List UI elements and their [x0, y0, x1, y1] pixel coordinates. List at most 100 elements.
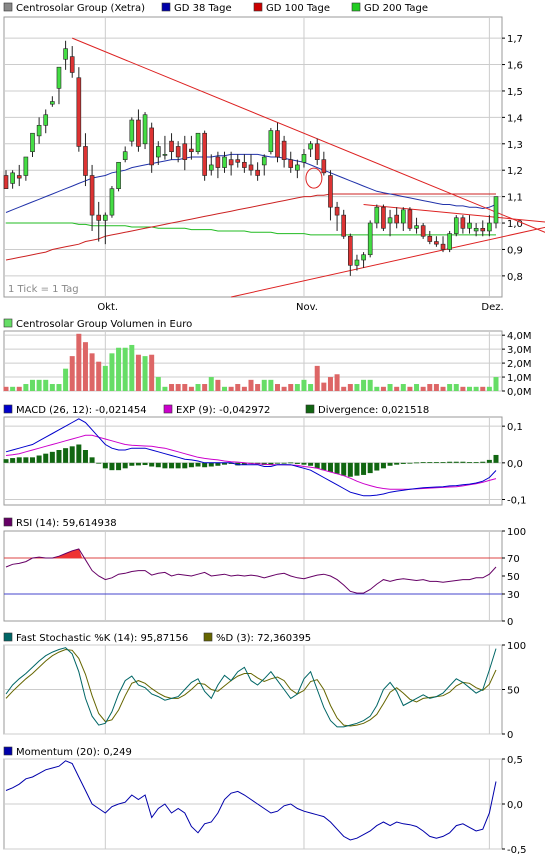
candle-body: [129, 119, 135, 142]
candle-body: [261, 156, 267, 166]
candle-body: [122, 151, 128, 160]
candle-body: [295, 164, 300, 171]
candle-body: [367, 222, 373, 256]
y-tick-label: 1,7: [507, 34, 523, 45]
candle-body: [460, 217, 466, 229]
y-tick-label: 30: [507, 590, 520, 601]
candle-body: [473, 228, 479, 232]
gd200-line: [6, 222, 496, 236]
divergence-bar: [460, 461, 466, 463]
divergence-bar: [3, 459, 9, 463]
volume-bar: [400, 384, 406, 391]
plot-frame-3: [3, 530, 503, 622]
divergence-bar: [473, 462, 479, 463]
candle-body: [321, 159, 327, 174]
volume-bar: [116, 347, 122, 391]
candle-body: [275, 130, 280, 158]
volume-bar: [261, 379, 267, 391]
plot-frame-0: [3, 16, 503, 298]
volume-bar: [255, 384, 261, 391]
volume-bar: [347, 384, 353, 391]
divergence-bar: [188, 462, 194, 468]
divergence-bar: [23, 457, 29, 463]
volume-bar: [63, 368, 69, 391]
divergence-bar: [414, 462, 420, 464]
volume-bar: [182, 384, 188, 391]
divergence-bar: [394, 462, 400, 465]
y-tick-label: 0,1: [507, 422, 523, 433]
divergence-bar: [321, 462, 327, 471]
y-tick-label: 0,5: [507, 755, 523, 766]
candle-body: [434, 241, 439, 245]
volume-bar: [440, 386, 446, 391]
y-tick-label: 0,8: [507, 272, 523, 283]
volume-bar: [374, 386, 380, 391]
y-tick-label: -0,5: [507, 845, 527, 856]
divergence-bar: [361, 462, 367, 475]
candle-body: [407, 209, 413, 229]
divergence-bar: [301, 462, 307, 465]
legend-label: %D (3): 72,360395: [216, 633, 311, 644]
volume-bar: [361, 379, 367, 391]
volume-bar: [109, 353, 115, 391]
y-tick-label: 50: [507, 572, 520, 583]
y-tick-label: 1,1: [507, 193, 523, 204]
candle-body: [195, 132, 201, 153]
legend-label: GD 38 Tage: [174, 3, 232, 14]
volume-bar: [96, 361, 102, 391]
candle-body: [155, 146, 161, 158]
candle-body: [23, 156, 29, 176]
divergence-bar: [135, 462, 141, 466]
volume-bar: [208, 377, 214, 391]
candle-body: [30, 132, 35, 153]
divergence-bar: [10, 458, 16, 463]
rsi-overbought-area: [37, 549, 83, 558]
volume-bar: [341, 386, 347, 391]
y-tick-label: 0: [507, 730, 513, 741]
divergence-bar: [274, 462, 280, 464]
volume-bar: [367, 379, 373, 391]
divergence-bar: [341, 462, 347, 476]
candle-body: [314, 143, 320, 160]
candle-body: [169, 140, 174, 153]
divergence-bar: [182, 462, 188, 469]
candle-body: [69, 56, 75, 73]
divergence-bar: [122, 462, 128, 469]
y-tick-label: 100: [507, 641, 526, 652]
candle-body: [189, 148, 194, 153]
candle-body: [427, 235, 433, 242]
candle-body: [394, 214, 399, 224]
candle-body: [182, 143, 188, 160]
divergence-bar: [327, 462, 333, 472]
candle-body: [308, 143, 313, 150]
volume-bar: [36, 379, 42, 391]
volume-bar: [222, 386, 228, 391]
volume-bar: [274, 384, 280, 391]
candle-body: [248, 164, 254, 171]
volume-bar: [453, 384, 459, 391]
legend-swatch: [305, 404, 315, 414]
volume-bar: [82, 342, 88, 391]
divergence-bar: [400, 462, 406, 464]
divergence-bar: [155, 462, 161, 468]
y-tick-label: 100: [507, 527, 526, 538]
volume-bar: [76, 333, 82, 391]
divergence-bar: [308, 462, 314, 466]
volume-bar: [16, 386, 22, 391]
volume-bar: [155, 377, 161, 391]
volume-bar: [327, 377, 333, 391]
divergence-bar: [367, 462, 373, 474]
candle-body: [281, 140, 287, 160]
legend-label: Momentum (20): 0,249: [16, 747, 132, 758]
volume-bar: [56, 384, 62, 391]
volume-bar: [175, 384, 181, 391]
volume-bar: [294, 384, 300, 391]
divergence-bar: [433, 462, 439, 463]
candle-body: [400, 209, 406, 224]
x-tick-label: Okt.: [97, 302, 118, 313]
volume-bar: [142, 356, 148, 391]
divergence-bar: [354, 462, 360, 476]
candle-body: [103, 214, 108, 221]
volume-bar: [215, 379, 221, 391]
